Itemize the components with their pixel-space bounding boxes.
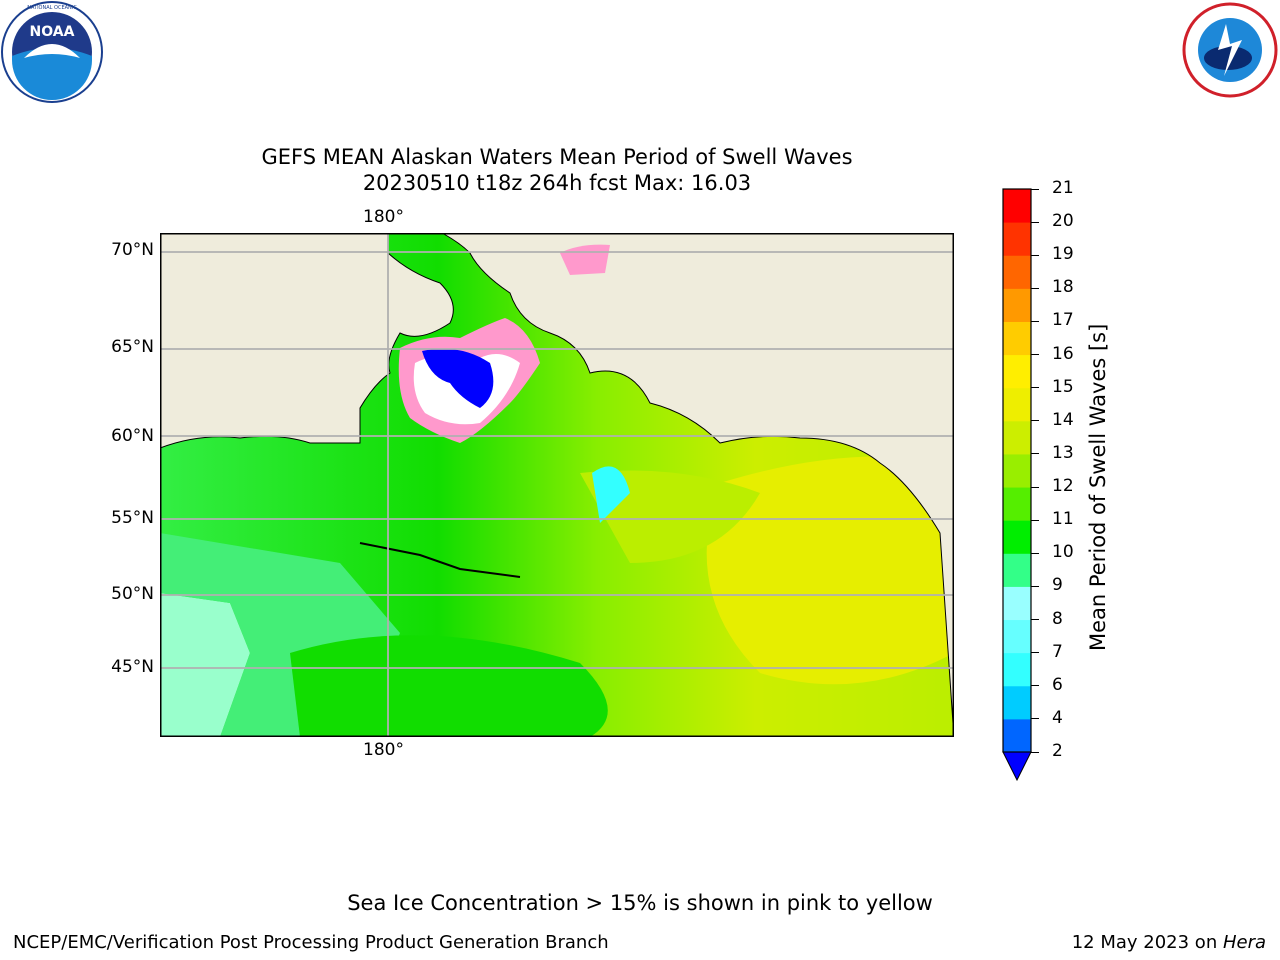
colorbar-segment (1003, 520, 1031, 554)
colorbar-segment (1003, 321, 1031, 356)
colorbar-tick-label: 7 (1052, 641, 1063, 662)
footer-organization: NCEP/EMC/Verification Post Processing Pr… (13, 932, 609, 953)
lon-label-top: 180° (363, 207, 404, 227)
colorbar-tick-label: 21 (1052, 178, 1074, 198)
colorbar-tick-label: 6 (1052, 674, 1063, 695)
colorbar-tick-label: 10 (1052, 542, 1074, 563)
colorbar-segment (1003, 619, 1031, 654)
footer-date-text: 12 May 2023 on (1071, 932, 1223, 953)
colorbar-tick-mark (1031, 453, 1039, 455)
colorbar-tick-mark (1031, 221, 1039, 223)
colorbar-segment (1003, 222, 1031, 256)
colorbar-tick-mark (1031, 685, 1039, 687)
lat-label-45: 45°N (111, 657, 154, 677)
colorbar-tick-mark (1031, 420, 1039, 422)
colorbar-segment (1003, 288, 1031, 322)
svg-text:NATIONAL OCEANIC: NATIONAL OCEANIC (27, 5, 77, 11)
region-14s (706, 456, 954, 685)
map-frame (160, 233, 954, 737)
colorbar-segment (1003, 586, 1031, 621)
colorbar-tick-mark (1031, 486, 1039, 488)
colorbar-tick-label: 19 (1052, 244, 1074, 265)
colorbar-tick-label: 2 (1052, 741, 1063, 761)
gridlines (160, 233, 954, 737)
low-period-region (160, 593, 250, 737)
colorbar-tick-label: 8 (1052, 608, 1063, 629)
colorbar (1002, 188, 1032, 782)
colorbar-tick-label: 9 (1052, 575, 1063, 596)
aleutian-islands (359, 542, 521, 578)
colorbar-tick-label: 4 (1052, 707, 1063, 728)
colorbar-under-arrow (1002, 751, 1032, 782)
colorbar-tick-label: 20 (1052, 211, 1074, 232)
colorbar-segment (1003, 652, 1031, 687)
colorbar-tick-label: 13 (1052, 442, 1074, 463)
region-11s (290, 635, 608, 737)
colorbar-segment (1003, 387, 1031, 422)
colorbar-tick-mark (1031, 254, 1039, 256)
title-line-1: GEFS MEAN Alaskan Waters Mean Period of … (261, 145, 853, 169)
colorbar-tick-mark (1031, 354, 1039, 356)
colorbar-tick-mark (1031, 552, 1039, 554)
colorbar-segment (1003, 354, 1031, 389)
colorbar-tick-label: 17 (1052, 310, 1074, 331)
colorbar-tick-label: 18 (1052, 277, 1074, 298)
noaa-logo: NOAA NATIONAL OCEANIC (0, 0, 104, 104)
colorbar-tick-mark (1031, 585, 1039, 587)
colorbar-segment (1003, 718, 1031, 753)
colorbar-segment (1003, 189, 1031, 223)
colorbar-tick-mark (1031, 652, 1039, 654)
colorbar-segment (1003, 453, 1031, 488)
colorbar-tick-label: 12 (1052, 476, 1074, 497)
colorbar-tick-mark (1031, 619, 1039, 621)
lat-label-65: 65°N (111, 337, 154, 357)
colorbar-segment (1003, 553, 1031, 587)
colorbar-label: Mean Period of Swell Waves [s] (1086, 323, 1110, 651)
sea-ice-note: Sea Ice Concentration > 15% is shown in … (347, 891, 933, 915)
colorbar-tick-mark (1031, 387, 1039, 389)
colorbar-tick-label: 15 (1052, 376, 1074, 397)
colorbar-tick-label: 16 (1052, 343, 1074, 364)
colorbar-tick-mark (1031, 320, 1039, 322)
colorbar-tick-mark (1031, 188, 1039, 190)
colorbar-segment (1003, 487, 1031, 521)
nws-logo (1178, 0, 1280, 100)
colorbar-segment (1003, 685, 1031, 720)
ice-low-blue (422, 348, 494, 408)
lat-label-50: 50°N (111, 584, 154, 604)
colorbar-tick-label: 14 (1052, 409, 1074, 430)
colorbar-segment (1003, 420, 1031, 455)
map-panel (160, 233, 954, 737)
colorbar-segment (1003, 255, 1031, 289)
lon-label-bottom: 180° (363, 740, 404, 760)
footer-machine: Hera (1222, 932, 1266, 953)
colorbar-tick-mark (1031, 751, 1039, 753)
colorbar-tick-mark (1031, 287, 1039, 289)
lat-label-60: 60°N (111, 426, 154, 446)
colorbar-tick-label: 11 (1052, 509, 1074, 530)
bristol-bay-low (592, 466, 630, 523)
lat-label-55: 55°N (111, 508, 154, 528)
footer-date: 12 May 2023 on Hera (1072, 932, 1266, 953)
title-line-2: 20230510 t18z 264h fcst Max: 16.03 (362, 171, 752, 195)
lat-label-70: 70°N (111, 240, 154, 260)
colorbar-tick-mark (1031, 718, 1039, 720)
svg-text:NOAA: NOAA (30, 24, 75, 40)
colorbar-tick-mark (1031, 519, 1039, 521)
land-alaska (440, 233, 954, 737)
